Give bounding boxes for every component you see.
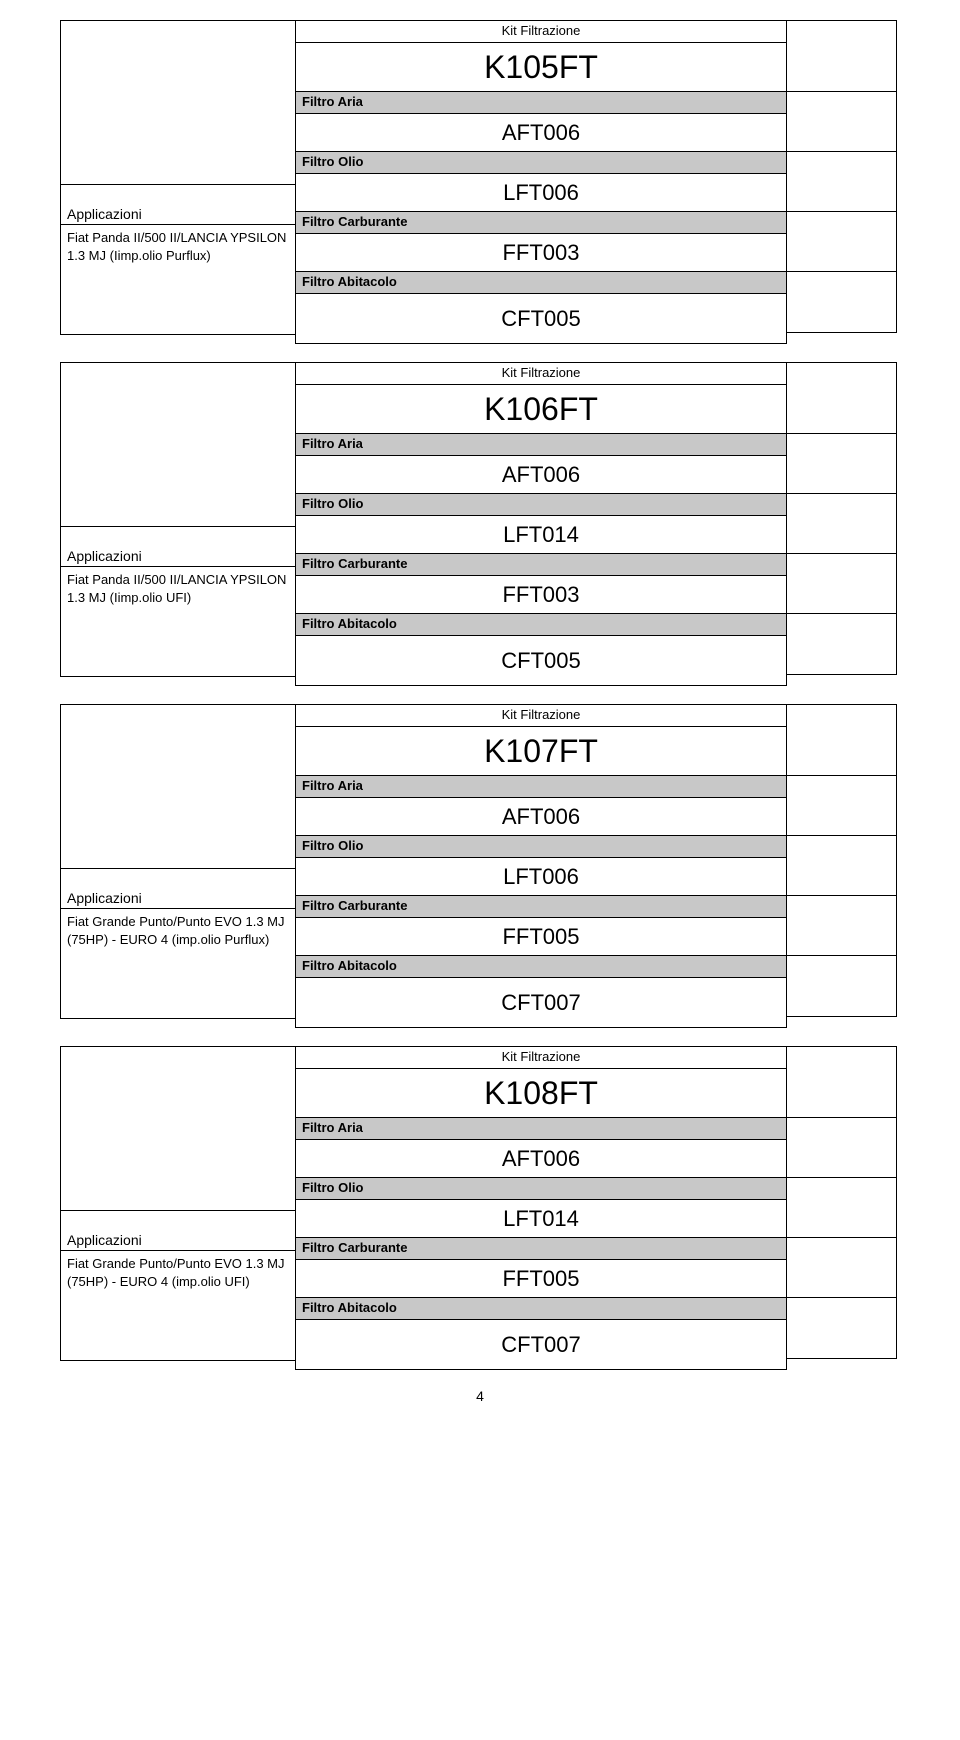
- applicazioni-label: Applicazioni: [60, 185, 295, 225]
- right-cell: [787, 1178, 897, 1238]
- filtro-aria-value: AFT006: [295, 456, 787, 494]
- filtro-carburante-value: FFT005: [295, 918, 787, 956]
- left-spacer: [60, 362, 295, 527]
- filtro-olio-header: Filtro Olio: [295, 836, 787, 858]
- applicazioni-label: Applicazioni: [60, 1211, 295, 1251]
- filtro-abitacolo-value: CFT007: [295, 978, 787, 1028]
- filtro-olio-header: Filtro Olio: [295, 152, 787, 174]
- filtro-aria-header: Filtro Aria: [295, 92, 787, 114]
- application-text: Fiat Panda II/500 II/LANCIA YPSILON 1.3 …: [60, 225, 295, 335]
- kit-title: Kit Filtrazione: [295, 20, 787, 42]
- right-cell: [787, 152, 897, 212]
- filtro-aria-value: AFT006: [295, 114, 787, 152]
- filtro-olio-value: LFT006: [295, 174, 787, 212]
- filtro-carburante-value: FFT003: [295, 576, 787, 614]
- right-spacer: [787, 362, 897, 434]
- kit-code: K105FT: [295, 42, 787, 92]
- filtro-abitacolo-header: Filtro Abitacolo: [295, 614, 787, 636]
- kit-code: K107FT: [295, 726, 787, 776]
- filtro-abitacolo-value: CFT005: [295, 636, 787, 686]
- kit-code: K106FT: [295, 384, 787, 434]
- filtro-olio-header: Filtro Olio: [295, 494, 787, 516]
- right-cell: [787, 776, 897, 836]
- application-text: Fiat Panda II/500 II/LANCIA YPSILON 1.3 …: [60, 567, 295, 677]
- filtro-abitacolo-header: Filtro Abitacolo: [295, 956, 787, 978]
- right-cell: [787, 1118, 897, 1178]
- filtro-carburante-value: FFT003: [295, 234, 787, 272]
- filtro-olio-value: LFT014: [295, 516, 787, 554]
- kit-block: ApplicazioniFiat Panda II/500 II/LANCIA …: [60, 362, 900, 686]
- filtro-olio-header: Filtro Olio: [295, 1178, 787, 1200]
- filtro-abitacolo-header: Filtro Abitacolo: [295, 1298, 787, 1320]
- left-spacer: [60, 1046, 295, 1211]
- right-cell: [787, 494, 897, 554]
- filtro-aria-value: AFT006: [295, 1140, 787, 1178]
- right-cell: [787, 1298, 897, 1359]
- right-spacer: [787, 20, 897, 92]
- filtro-aria-value: AFT006: [295, 798, 787, 836]
- filtro-carburante-header: Filtro Carburante: [295, 1238, 787, 1260]
- right-spacer: [787, 704, 897, 776]
- applicazioni-label: Applicazioni: [60, 869, 295, 909]
- right-cell: [787, 614, 897, 675]
- right-spacer: [787, 1046, 897, 1118]
- right-cell: [787, 896, 897, 956]
- right-cell: [787, 434, 897, 494]
- filtro-carburante-header: Filtro Carburante: [295, 896, 787, 918]
- right-cell: [787, 92, 897, 152]
- application-text: Fiat Grande Punto/Punto EVO 1.3 MJ (75HP…: [60, 1251, 295, 1361]
- kit-title: Kit Filtrazione: [295, 362, 787, 384]
- right-cell: [787, 956, 897, 1017]
- filtro-aria-header: Filtro Aria: [295, 434, 787, 456]
- kit-title: Kit Filtrazione: [295, 1046, 787, 1068]
- filtro-abitacolo-header: Filtro Abitacolo: [295, 272, 787, 294]
- right-cell: [787, 1238, 897, 1298]
- left-spacer: [60, 20, 295, 185]
- left-spacer: [60, 704, 295, 869]
- kit-code: K108FT: [295, 1068, 787, 1118]
- kit-block: ApplicazioniFiat Panda II/500 II/LANCIA …: [60, 20, 900, 344]
- filtro-aria-header: Filtro Aria: [295, 776, 787, 798]
- right-cell: [787, 836, 897, 896]
- filtro-abitacolo-value: CFT005: [295, 294, 787, 344]
- kit-title: Kit Filtrazione: [295, 704, 787, 726]
- filtro-carburante-header: Filtro Carburante: [295, 554, 787, 576]
- page-number: 4: [60, 1388, 900, 1404]
- filtro-olio-value: LFT006: [295, 858, 787, 896]
- filtro-carburante-header: Filtro Carburante: [295, 212, 787, 234]
- applicazioni-label: Applicazioni: [60, 527, 295, 567]
- application-text: Fiat Grande Punto/Punto EVO 1.3 MJ (75HP…: [60, 909, 295, 1019]
- right-cell: [787, 554, 897, 614]
- filtro-olio-value: LFT014: [295, 1200, 787, 1238]
- right-cell: [787, 272, 897, 333]
- filtro-carburante-value: FFT005: [295, 1260, 787, 1298]
- filtro-abitacolo-value: CFT007: [295, 1320, 787, 1370]
- filtro-aria-header: Filtro Aria: [295, 1118, 787, 1140]
- right-cell: [787, 212, 897, 272]
- kit-block: ApplicazioniFiat Grande Punto/Punto EVO …: [60, 704, 900, 1028]
- kit-block: ApplicazioniFiat Grande Punto/Punto EVO …: [60, 1046, 900, 1370]
